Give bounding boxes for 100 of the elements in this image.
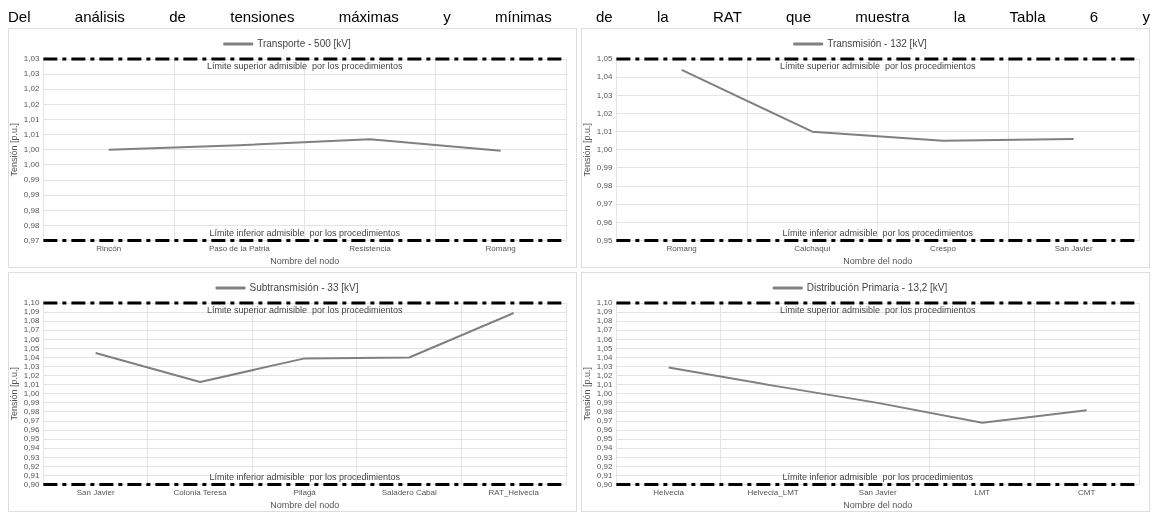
- y-tick-label: 1,10: [23, 298, 40, 308]
- y-tick-label: 1,09: [596, 307, 613, 317]
- y-tick-label: 0,90: [23, 479, 40, 489]
- y-axis-title: Tensión [p.u.]: [581, 123, 592, 177]
- legend-label: Transmisión - 132 [kV]: [827, 37, 928, 49]
- y-tick-label: 1,01: [596, 379, 613, 389]
- x-tick-label: Calchaquí: [794, 243, 832, 253]
- y-tick-label: 1,02: [23, 370, 40, 380]
- y-tick-label: 0,93: [596, 452, 613, 462]
- y-tick-label: 1,04: [23, 352, 40, 362]
- x-tick-label: LMT: [974, 487, 991, 497]
- y-tick-label: 1,04: [596, 72, 613, 82]
- y-tick-label: 0,99: [596, 398, 613, 408]
- ref-line-label: Límite superior admisible por los procedimientos: [206, 304, 403, 315]
- y-tick-label: 0,98: [23, 220, 40, 230]
- ref-line-label: Límite inferior admisible por los procedimientos: [782, 227, 974, 238]
- y-axis-title: Tensión [p.u.]: [581, 367, 592, 421]
- ref-line-label: Límite inferior admisible por los procedimientos: [209, 227, 401, 238]
- x-tick-label: Colonia Teresa: [173, 487, 228, 497]
- y-tick-label: 1,08: [596, 316, 613, 326]
- y-tick-label: 1,03: [23, 69, 40, 79]
- y-tick-label: 0,96: [596, 217, 613, 227]
- y-tick-label: 1,06: [596, 334, 613, 344]
- y-tick-label: 0,97: [23, 416, 40, 426]
- y-tick-label: 1,00: [23, 145, 40, 154]
- x-tick-label: Paso de la Patria: [208, 243, 271, 253]
- ref-line-label: Límite superior admisible por los procedimientos: [779, 304, 976, 315]
- y-tick-label: 0,97: [596, 416, 613, 426]
- y-tick-label: 1,01: [23, 129, 40, 139]
- y-axis-title: Tensión [p.u.]: [8, 123, 19, 177]
- y-tick-label: 1,01: [23, 379, 40, 389]
- y-tick-label: 1,03: [23, 54, 40, 64]
- y-tick-label: 0,90: [596, 479, 613, 489]
- y-tick-label: 1,02: [596, 370, 613, 380]
- x-tick-label: CMT: [1078, 487, 1096, 497]
- ref-line-label: Límite inferior admisible por los procedimientos: [782, 471, 974, 482]
- y-tick-label: 0,94: [23, 443, 40, 453]
- y-tick-label: 1,00: [596, 145, 613, 154]
- legend-label: Subtransmisión - 33 [kV]: [249, 281, 359, 293]
- y-tick-label: 0,97: [23, 235, 40, 245]
- y-tick-label: 0,99: [596, 163, 613, 173]
- y-tick-label: 0,99: [23, 398, 40, 408]
- y-tick-label: 1,05: [596, 343, 613, 353]
- y-tick-label: 0,96: [23, 425, 40, 435]
- ref-line-label: Límite superior admisible por los procedimientos: [779, 60, 976, 71]
- x-tick-label: San Javier: [858, 487, 897, 497]
- y-tick-label: 1,01: [23, 114, 40, 124]
- text: Del análisis de tensiones máximas y mínimas de la RAT que muestra la Tabla 6 y: [8, 8, 1150, 26]
- y-axis-title: Tensión [p.u.]: [8, 367, 19, 421]
- x-tick-label: Helvecia_LMT: [747, 487, 799, 497]
- y-tick-label: 1,02: [596, 108, 613, 118]
- y-tick-label: 0,99: [23, 175, 40, 185]
- y-tick-label: 0,98: [23, 205, 40, 215]
- x-tick-label: Romang: [666, 243, 697, 253]
- y-tick-label: 0,93: [23, 452, 40, 462]
- y-tick-label: 1,02: [23, 99, 40, 109]
- y-tick-label: 1,05: [596, 54, 613, 64]
- y-tick-label: 1,00: [596, 389, 613, 398]
- y-tick-label: 1,01: [596, 126, 613, 136]
- y-tick-label: 1,07: [596, 325, 613, 335]
- y-tick-label: 1,02: [23, 84, 40, 94]
- y-tick-label: 0,95: [596, 235, 613, 245]
- y-tick-label: 1,07: [23, 325, 40, 335]
- x-tick-label: Resistencia: [349, 243, 392, 253]
- x-tick-label: Saladero Cabal: [381, 487, 437, 497]
- y-tick-label: 0,95: [23, 434, 40, 444]
- y-tick-label: 1,03: [596, 361, 613, 371]
- x-tick-label: San Javier: [1054, 243, 1093, 253]
- y-tick-label: 1,04: [596, 352, 613, 362]
- y-tick-label: 0,92: [23, 461, 40, 471]
- x-tick-label: San Javier: [76, 487, 115, 497]
- x-tick-label: Rincón: [96, 243, 122, 253]
- y-tick-label: 1,05: [23, 343, 40, 353]
- y-tick-label: 0,94: [596, 443, 613, 453]
- x-tick-label: Pilagá: [293, 487, 317, 497]
- x-tick-label: Crespo: [930, 243, 957, 253]
- ref-line-label: Límite superior admisible por los procedimientos: [206, 60, 403, 71]
- y-tick-label: 0,91: [23, 470, 40, 480]
- y-tick-label: 1,08: [23, 316, 40, 326]
- x-tick-label: Romang: [485, 243, 516, 253]
- legend-label: Distribución Primaria - 13,2 [kV]: [806, 281, 948, 293]
- y-tick-label: 0,95: [596, 434, 613, 444]
- y-tick-label: 0,98: [596, 407, 613, 417]
- legend-label: Transporte - 500 [kV]: [257, 37, 351, 49]
- y-tick-label: 0,99: [23, 190, 40, 200]
- x-axis-title: Nombre del nodo: [843, 256, 913, 267]
- x-tick-label: Helvecia: [653, 487, 685, 497]
- y-tick-label: 1,03: [23, 361, 40, 371]
- x-tick-label: RAT_Helvecia: [488, 487, 540, 497]
- x-axis-title: Nombre del nodo: [270, 500, 340, 511]
- y-tick-label: 0,96: [596, 425, 613, 435]
- y-tick-label: 0,91: [596, 470, 613, 480]
- y-tick-label: 0,92: [596, 461, 613, 471]
- y-tick-label: 0,98: [596, 181, 613, 191]
- y-tick-label: 1,03: [596, 90, 613, 100]
- y-tick-label: 1,09: [23, 307, 40, 317]
- y-tick-label: 1,00: [23, 160, 40, 170]
- y-tick-label: 1,10: [596, 298, 613, 308]
- y-tick-label: 1,06: [23, 334, 40, 344]
- x-axis-title: Nombre del nodo: [843, 500, 913, 511]
